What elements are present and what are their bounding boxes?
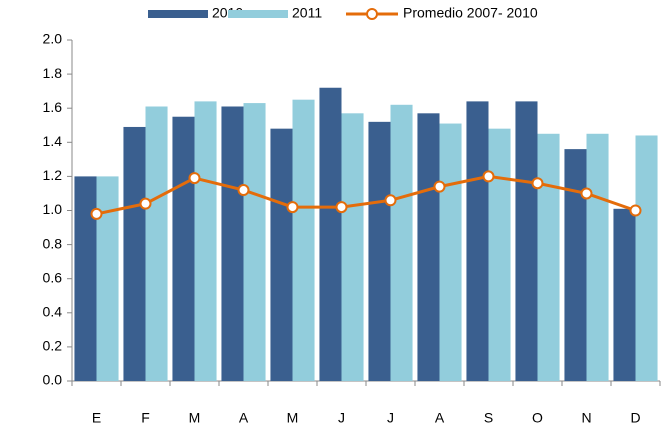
bar bbox=[439, 123, 462, 382]
bar bbox=[243, 103, 266, 382]
x-tick-label: J bbox=[338, 410, 345, 426]
legend-swatch bbox=[228, 10, 288, 18]
line-marker bbox=[335, 201, 348, 214]
x-tick-label: S bbox=[484, 410, 493, 426]
line-marker bbox=[237, 184, 250, 197]
bar bbox=[635, 135, 658, 381]
bar bbox=[368, 121, 391, 381]
bar bbox=[537, 133, 560, 381]
bar bbox=[586, 133, 609, 381]
bar bbox=[466, 101, 489, 381]
line-marker bbox=[433, 180, 446, 193]
line bbox=[96, 174, 636, 216]
x-tick-label: O bbox=[532, 410, 543, 426]
x-tick-label: J bbox=[387, 410, 394, 426]
x-tick-label: F bbox=[141, 410, 150, 426]
bar bbox=[319, 87, 342, 382]
bar bbox=[145, 106, 168, 382]
legend-swatch bbox=[148, 10, 208, 18]
y-tick-label: 1.2 bbox=[43, 167, 63, 183]
bar bbox=[221, 106, 244, 382]
y-tick-label: 0.2 bbox=[43, 338, 63, 354]
line-marker bbox=[139, 197, 152, 210]
y-tick-label: 1.0 bbox=[43, 201, 63, 217]
bar bbox=[564, 149, 587, 381]
bar bbox=[613, 208, 636, 381]
bar bbox=[96, 176, 119, 381]
x-tick-label: N bbox=[581, 410, 591, 426]
line-marker bbox=[482, 170, 495, 183]
y-tick-label: 2.0 bbox=[43, 31, 63, 47]
bar bbox=[292, 99, 315, 382]
line-marker bbox=[531, 177, 544, 190]
legend-swatch-marker bbox=[366, 8, 378, 20]
x-tick-label: M bbox=[189, 410, 201, 426]
x-tick-label: M bbox=[287, 410, 299, 426]
x-tick-label: A bbox=[435, 410, 445, 426]
y-tick-label: 1.4 bbox=[43, 133, 63, 149]
bar bbox=[270, 128, 293, 381]
bar bbox=[390, 104, 413, 381]
x-tick-label: A bbox=[239, 410, 249, 426]
y-tick-label: 0.8 bbox=[43, 235, 63, 251]
legend-label: Promedio 2007- 2010 bbox=[403, 5, 538, 21]
line-marker bbox=[188, 172, 201, 185]
y-tick-label: 0.4 bbox=[43, 304, 63, 320]
line-marker bbox=[90, 207, 103, 220]
bar bbox=[417, 113, 440, 381]
line-marker bbox=[384, 194, 397, 207]
x-tick-label: E bbox=[92, 410, 101, 426]
bar bbox=[194, 101, 217, 381]
y-tick-label: 0.6 bbox=[43, 269, 63, 285]
line-marker bbox=[629, 204, 642, 217]
y-tick-label: 1.6 bbox=[43, 99, 63, 115]
y-tick-label: 1.8 bbox=[43, 65, 63, 81]
bar bbox=[172, 116, 195, 381]
line-marker bbox=[580, 187, 593, 200]
bar bbox=[74, 176, 97, 381]
line-marker bbox=[286, 201, 299, 214]
bar bbox=[123, 126, 146, 381]
y-tick-label: 0.0 bbox=[43, 372, 63, 388]
bar bbox=[341, 113, 364, 381]
bar bbox=[488, 128, 511, 381]
x-tick-label: D bbox=[630, 410, 640, 426]
bar bbox=[515, 101, 538, 381]
legend-label: 2011 bbox=[292, 5, 322, 21]
